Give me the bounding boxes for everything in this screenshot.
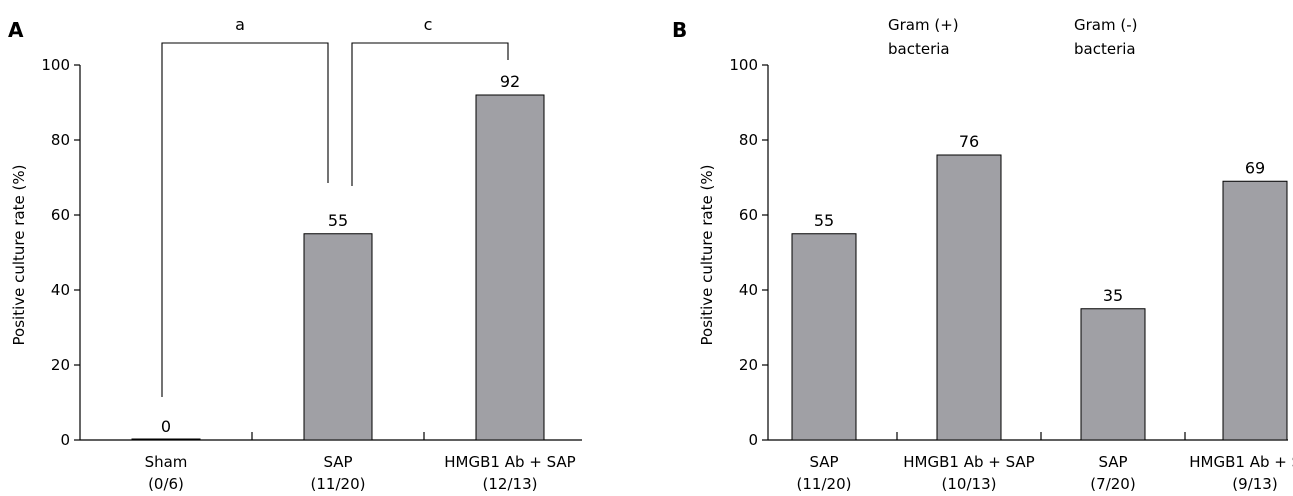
bar bbox=[1080, 308, 1146, 441]
bar bbox=[791, 233, 857, 441]
category-count-label: (12/13) bbox=[483, 475, 538, 493]
bar bbox=[131, 438, 201, 441]
y-tick-label: 100 bbox=[729, 56, 758, 74]
bar bbox=[475, 94, 545, 441]
significance-label: a bbox=[235, 15, 245, 34]
panel-b-bars: 55 SAP (11/20) 76 HMGB1 Ab + SAP (10/13) 35 SAP… bbox=[791, 132, 1293, 493]
panel-b-ylabel: Positive culture rate (%) bbox=[698, 165, 716, 346]
bar-value-label: 55 bbox=[328, 211, 348, 230]
significance-bracket bbox=[161, 42, 329, 397]
category-label: Sham bbox=[145, 453, 188, 471]
category-count-label: (0/6) bbox=[148, 475, 184, 493]
category-label: SAP bbox=[323, 453, 352, 471]
bar-value-label: 76 bbox=[959, 132, 979, 151]
y-tick-label: 60 bbox=[51, 206, 70, 224]
y-tick-label: 80 bbox=[739, 131, 758, 149]
significance-bracket bbox=[351, 42, 509, 186]
bar bbox=[936, 154, 1002, 441]
panel-b-axes: 0 20 40 60 80 100 bbox=[729, 56, 1288, 449]
panel-b: B Positive culture rate (%) 0 20 40 60 80 100… bbox=[672, 16, 1293, 493]
panel-a-letter: A bbox=[8, 18, 24, 42]
panel-b-groups: Gram (+) bacteria Gram (-) bacteria bbox=[888, 16, 1137, 58]
group-label-line2: bacteria bbox=[888, 40, 950, 58]
category-label: SAP bbox=[809, 453, 838, 471]
panel-a: A Positive culture rate (%) 0 20 40 60 80 100… bbox=[8, 15, 582, 493]
bar bbox=[303, 233, 373, 441]
category-label: HMGB1 Ab + SAP bbox=[903, 453, 1034, 471]
y-tick-label: 0 bbox=[60, 431, 70, 449]
category-count-label: (9/13) bbox=[1232, 475, 1277, 493]
y-tick-label: 20 bbox=[739, 356, 758, 374]
category-label: HMGB1 Ab + SAP bbox=[1189, 453, 1293, 471]
y-tick-label: 80 bbox=[51, 131, 70, 149]
category-count-label: (7/20) bbox=[1090, 475, 1135, 493]
panel-b-letter: B bbox=[672, 18, 687, 42]
bar-value-label: 0 bbox=[161, 417, 171, 436]
category-label: SAP bbox=[1098, 453, 1127, 471]
bar-value-label: 55 bbox=[814, 211, 834, 230]
group-label-line1: Gram (-) bbox=[1074, 16, 1137, 34]
y-tick-label: 100 bbox=[41, 56, 70, 74]
bar-value-label: 69 bbox=[1245, 158, 1265, 177]
category-count-label: (11/20) bbox=[311, 475, 366, 493]
significance-label: c bbox=[424, 15, 433, 34]
y-tick-label: 40 bbox=[51, 281, 70, 299]
y-tick-label: 20 bbox=[51, 356, 70, 374]
y-tick-label: 0 bbox=[748, 431, 758, 449]
bar bbox=[1222, 180, 1288, 441]
panel-a-bars: 0 Sham (0/6) 55 SAP (11/20) 92 HMGB1 Ab + SAP (1… bbox=[131, 72, 576, 493]
category-count-label: (11/20) bbox=[797, 475, 852, 493]
group-label-line2: bacteria bbox=[1074, 40, 1136, 58]
panel-a-ylabel: Positive culture rate (%) bbox=[10, 165, 28, 346]
category-label: HMGB1 Ab + SAP bbox=[444, 453, 575, 471]
y-tick-label: 40 bbox=[739, 281, 758, 299]
group-label-line1: Gram (+) bbox=[888, 16, 959, 34]
bar-value-label: 35 bbox=[1103, 286, 1123, 305]
bar-value-label: 92 bbox=[500, 72, 520, 91]
category-count-label: (10/13) bbox=[942, 475, 997, 493]
y-tick-label: 60 bbox=[739, 206, 758, 224]
